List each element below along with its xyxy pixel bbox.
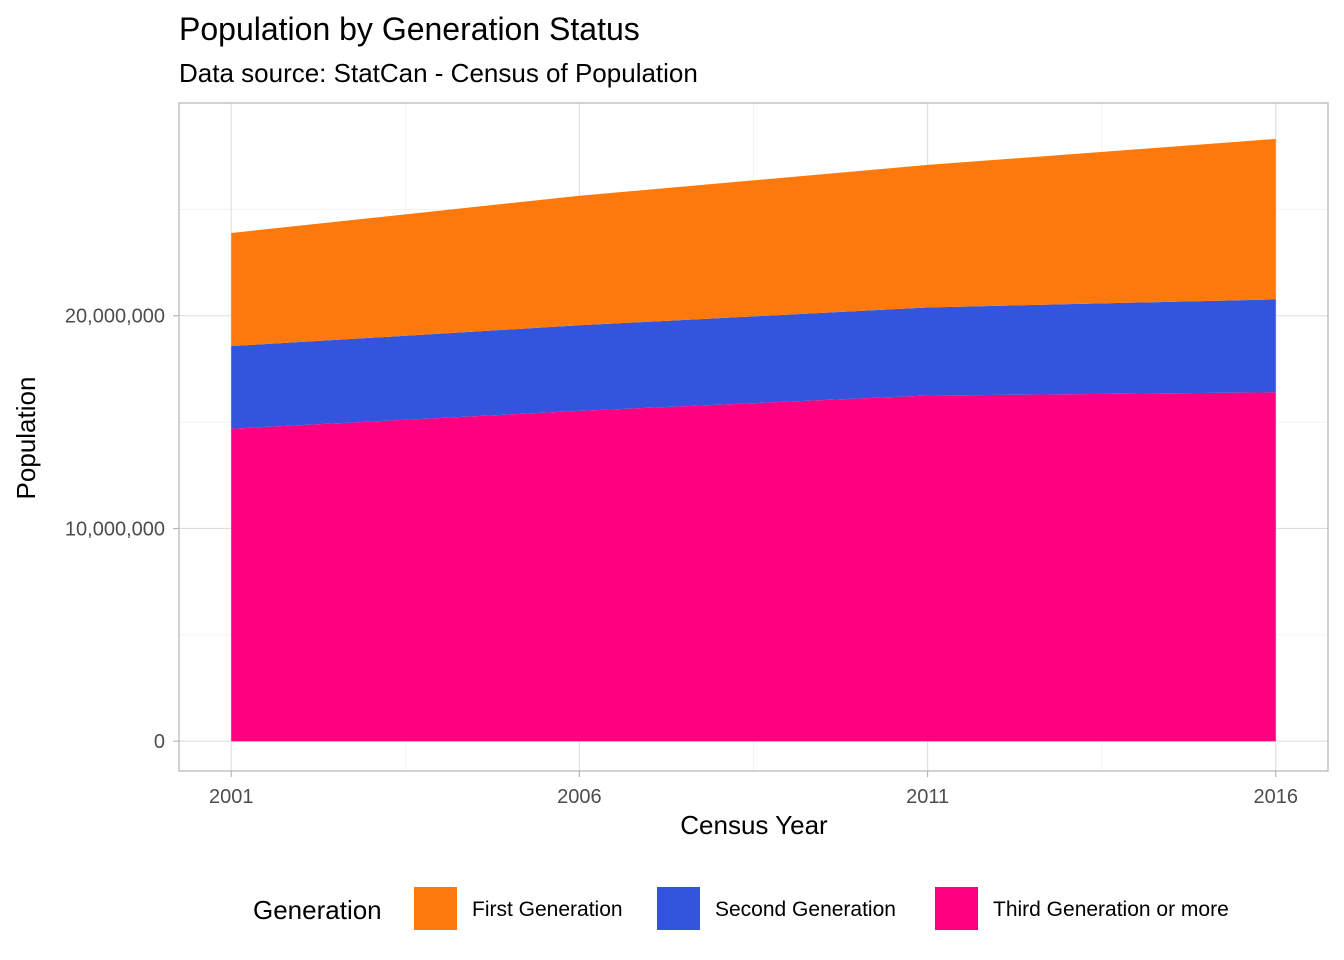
x-tick-label: 2016 [1254,786,1299,808]
legend-label-first-generation: First Generation [472,898,623,921]
legend-key-third-generation-or-more [935,887,978,930]
panel-border [178,102,1329,772]
chart-subtitle: Data source: StatCan - Census of Populat… [179,58,698,88]
area-first-generation [231,138,1276,347]
x-axis: 2001 2006 2011 2016 [209,771,1298,808]
plot-panel [178,102,1329,772]
area-layer [231,138,1276,742]
legend-key-first-generation [414,887,457,930]
area-third-generation-or-more [231,392,1276,742]
legend-label-second-generation: Second Generation [715,898,896,921]
x-tick-label: 2006 [557,786,602,808]
area-second-generation [231,299,1276,429]
y-tick-label: 0 [154,731,165,753]
legend-title: Generation [253,895,382,925]
legend-label-third-generation-or-more: Third Generation or more [993,898,1229,921]
legend-key-second-generation [657,887,700,930]
y-tick-label: 10,000,000 [65,518,165,540]
x-tick-label: 2001 [209,786,254,808]
y-axis-title: Population [11,377,41,500]
legend: Generation First Generation Second Genera… [253,887,1229,930]
y-tick-label: 20,000,000 [65,306,165,328]
x-tick-label: 2011 [906,786,949,808]
y-axis: 0 10,000,000 20,000,000 [65,306,179,753]
x-axis-title: Census Year [680,810,828,840]
chart-title: Population by Generation Status [179,11,640,47]
